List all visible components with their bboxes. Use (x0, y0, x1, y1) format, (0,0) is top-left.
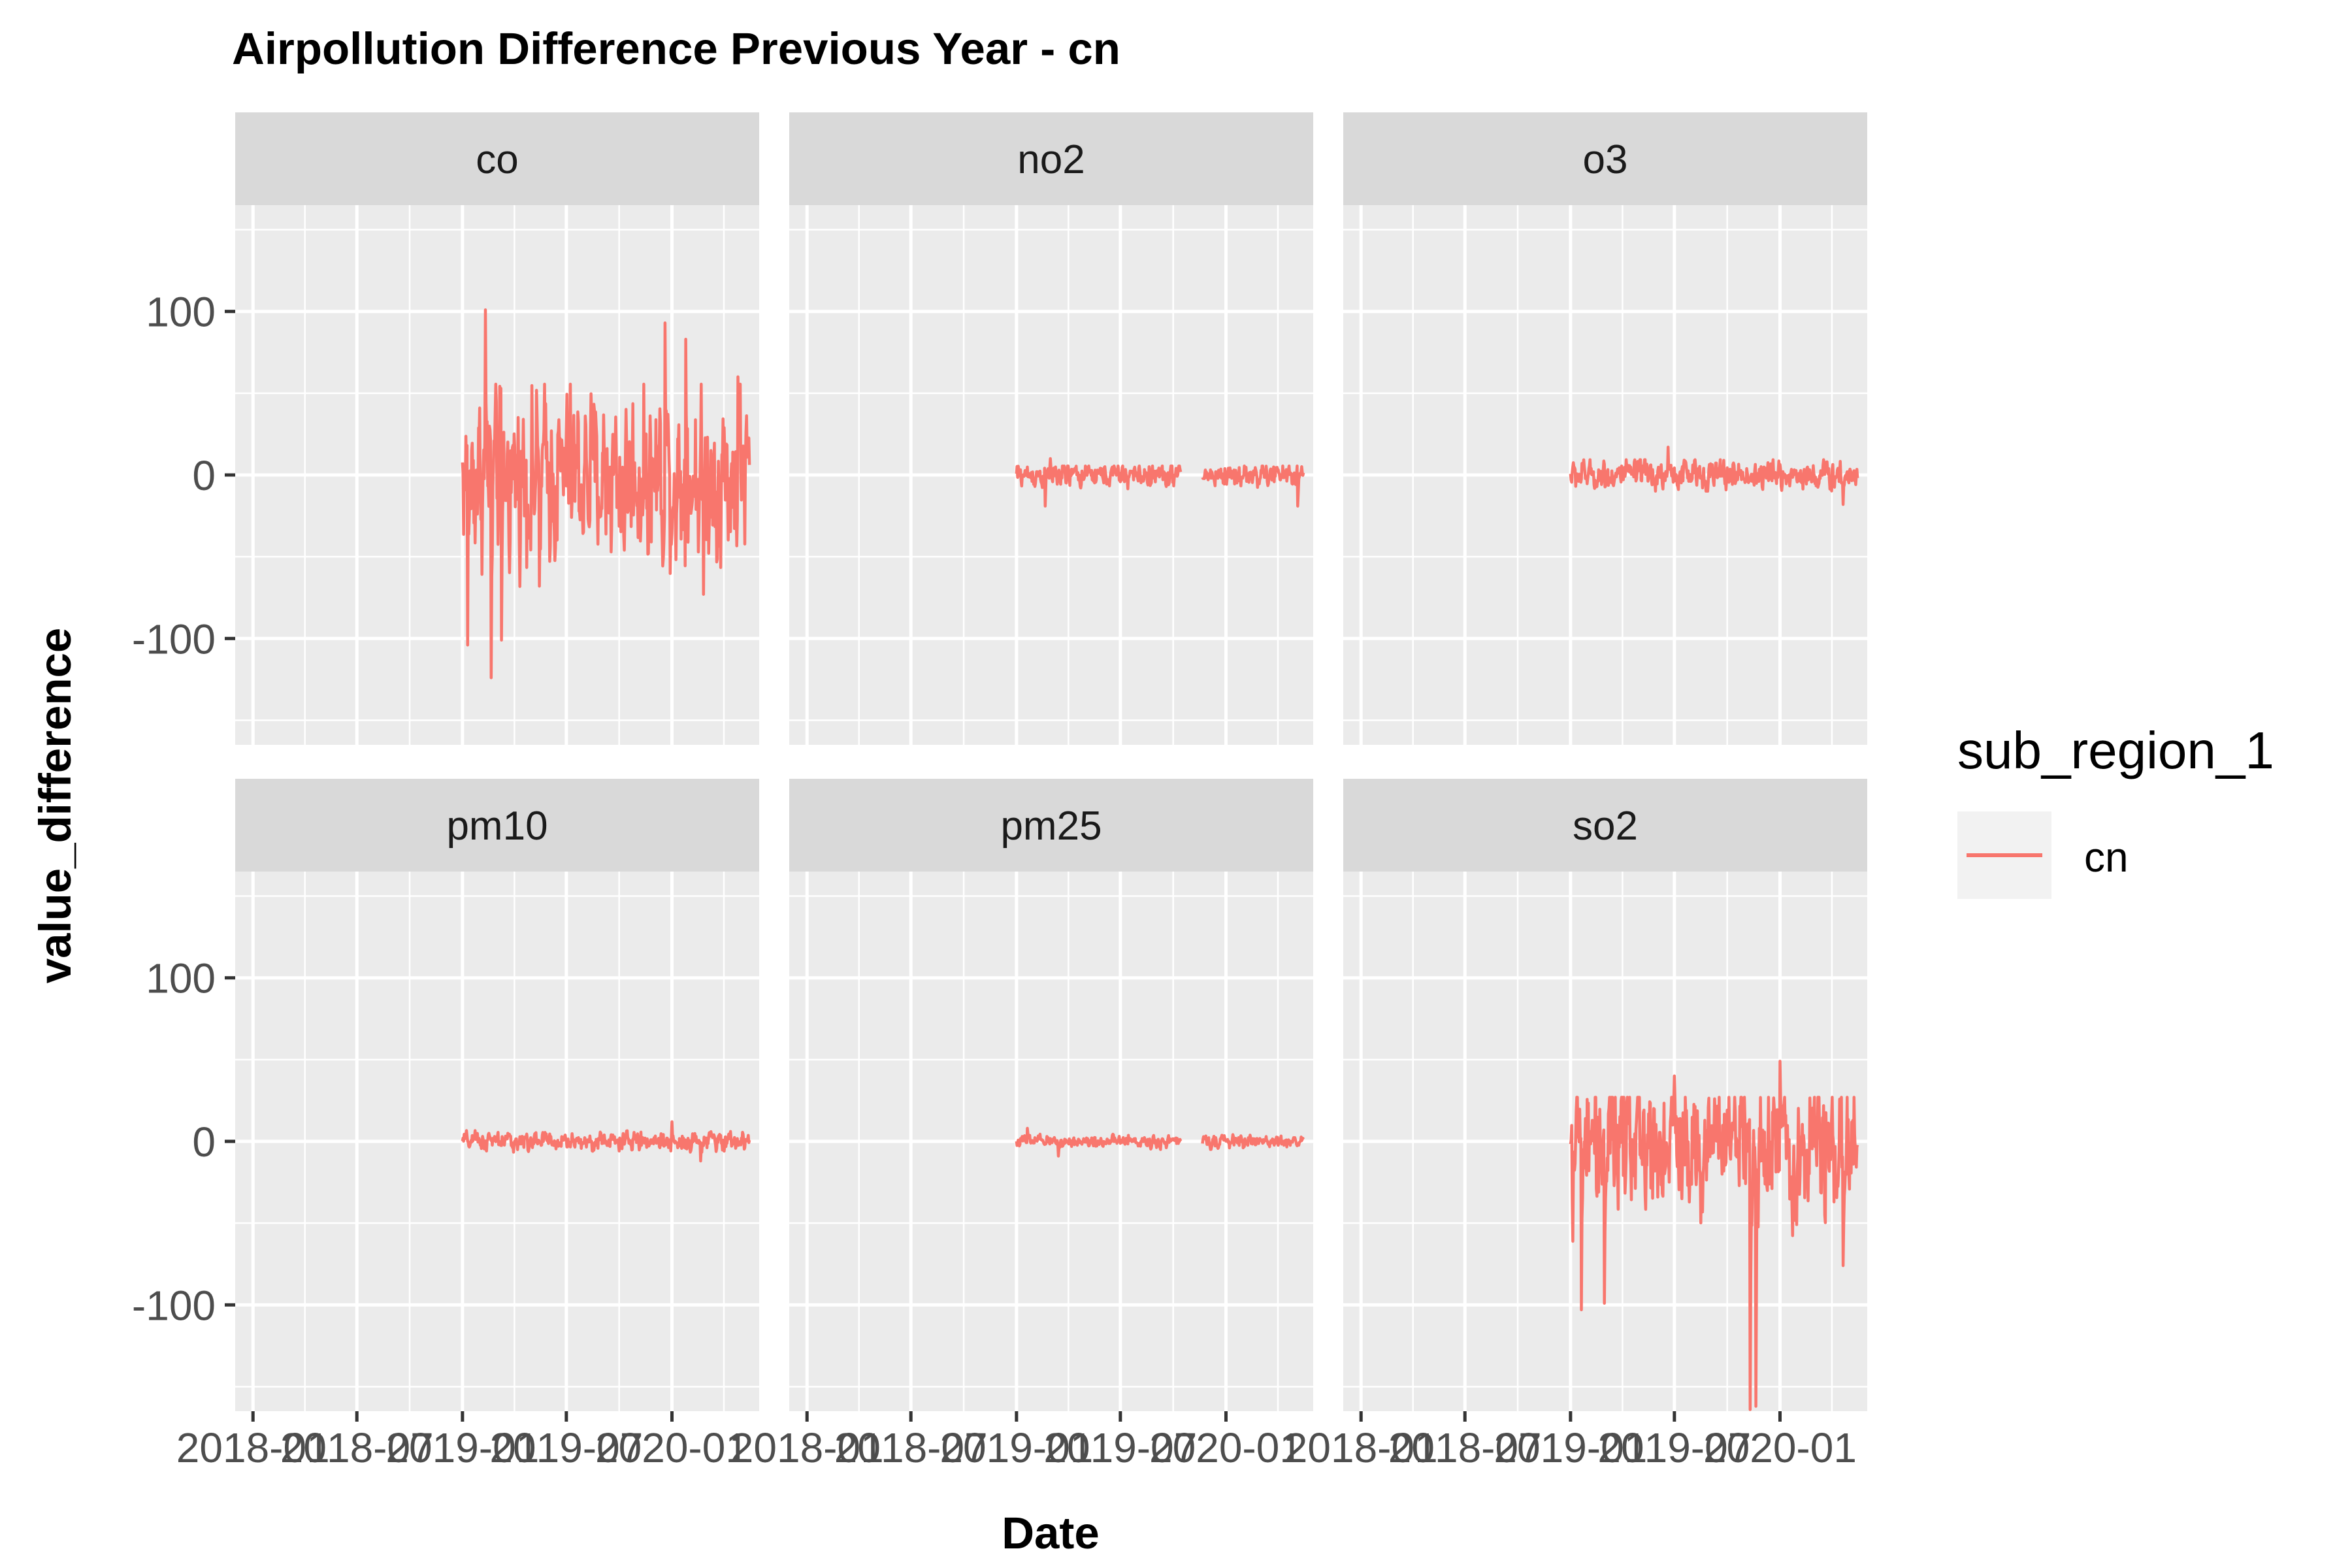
facet-strip (1343, 112, 1867, 205)
y-tick-label: 0 (192, 452, 216, 499)
legend-title: sub_region_1 (1957, 721, 2274, 779)
x-tick-label: 2019-07 (1043, 1424, 1197, 1471)
x-tick-label: 2019-01 (939, 1424, 1093, 1471)
facet-strip (789, 112, 1313, 205)
x-axis-title: Date (1002, 1508, 1100, 1558)
facet-strip-label: o3 (1583, 137, 1628, 182)
x-tick-label: 2019-01 (385, 1424, 539, 1471)
series-line-cn-no2-seg2 (1201, 464, 1305, 508)
x-tick-label: 2018-07 (1388, 1424, 1542, 1471)
series-line-cn-pm25-seg1 (1015, 1126, 1183, 1158)
facet-strip-label: no2 (1017, 137, 1085, 182)
facet-strip-label: pm10 (446, 804, 547, 849)
x-tick-label: 2020-01 (1703, 1424, 1857, 1471)
x-tick-label: 2018-01 (1284, 1424, 1438, 1471)
facet-panel-o3: o3 (1343, 112, 1867, 745)
x-tick-label: 2019-07 (489, 1424, 643, 1471)
x-tick-label: 2019-07 (1597, 1424, 1751, 1471)
x-tick-label: 2018-07 (834, 1424, 988, 1471)
series-line-cn-co (461, 308, 751, 679)
facet-strip-label: pm25 (1000, 804, 1102, 849)
series-line-cn-so2 (1569, 1060, 1859, 1411)
y-axis-title: value_difference (30, 628, 80, 984)
x-tick-label: 2018-01 (730, 1424, 884, 1471)
y-tick-label: 0 (192, 1119, 216, 1166)
y-tick-label: 100 (146, 955, 216, 1002)
x-tick-label: 2018-01 (176, 1424, 330, 1471)
legend: sub_region_1 cn (1957, 721, 2274, 899)
facet-panel-no2: no2 (789, 112, 1313, 745)
chart-title: Airpollution Difference Previous Year - … (232, 24, 1120, 74)
facet-strip-label: co (476, 137, 518, 182)
facet-strip-label: so2 (1573, 804, 1638, 849)
legend-entry-cn: cn (2084, 834, 2129, 881)
series-line-cn-o3 (1569, 446, 1859, 506)
facet-strip (789, 779, 1313, 872)
facet-panel-co: co -100 0 100 (132, 112, 759, 745)
x-tick-label: 2019-01 (1494, 1424, 1647, 1471)
series-line-cn-pm25-seg2 (1201, 1133, 1305, 1151)
series-line-cn-no2-seg1 (1015, 457, 1183, 508)
y-tick-label: -100 (132, 1282, 216, 1329)
x-tick-label: 2020-01 (595, 1424, 749, 1471)
facet-strip (235, 112, 759, 205)
facet-strip (1343, 779, 1867, 872)
y-tick-label: -100 (132, 615, 216, 662)
facet-panel-pm10: pm10 -100 0 100 2018-012018-072019-012019-07… (132, 779, 759, 1471)
y-tick-label: 100 (146, 289, 216, 336)
x-tick-label: 2020-01 (1149, 1424, 1303, 1471)
x-tick-label: 2018-07 (280, 1424, 434, 1471)
facet-strip (235, 779, 759, 872)
series-line-cn-pm10 (461, 1120, 751, 1163)
